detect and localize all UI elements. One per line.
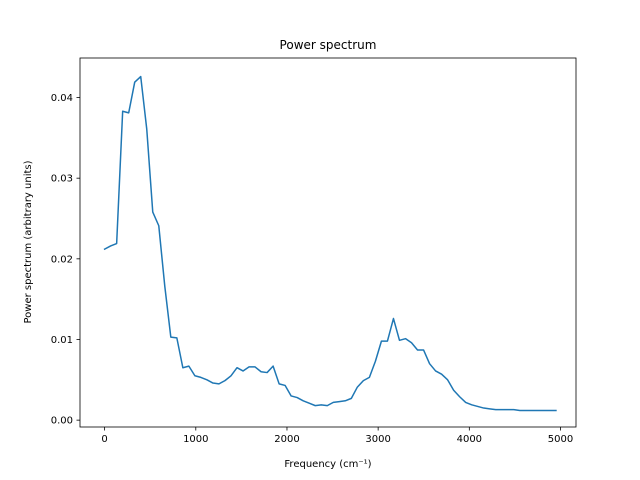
y-tick-label: 0.03: [51, 174, 73, 185]
y-tick-label: 0.00: [51, 416, 73, 427]
x-axis-label: Frequency (cm⁻¹): [284, 459, 371, 470]
y-tick-label: 0.04: [51, 93, 73, 104]
chart-title: Power spectrum: [280, 38, 377, 52]
axes-frame: [79, 57, 577, 428]
x-tick-label: 3000: [365, 434, 390, 445]
y-tick-label: 0.02: [51, 254, 73, 265]
x-axis-ticks: 0 1000 2000 3000 4000 5000: [101, 427, 573, 445]
series-line-0: [103, 75, 557, 412]
x-tick-label: 1000: [183, 434, 208, 445]
x-tick-label: 0: [101, 434, 107, 445]
y-axis-ticks: 0.00 0.01 0.02 0.03 0.04: [51, 93, 80, 427]
y-axis-label: Power spectrum (arbitrary units): [23, 160, 34, 323]
y-tick-label: 0.01: [51, 335, 73, 346]
x-tick-label: 5000: [548, 434, 573, 445]
x-tick-label: 2000: [274, 434, 299, 445]
x-tick-label: 4000: [457, 434, 482, 445]
plot-area: [103, 75, 557, 412]
